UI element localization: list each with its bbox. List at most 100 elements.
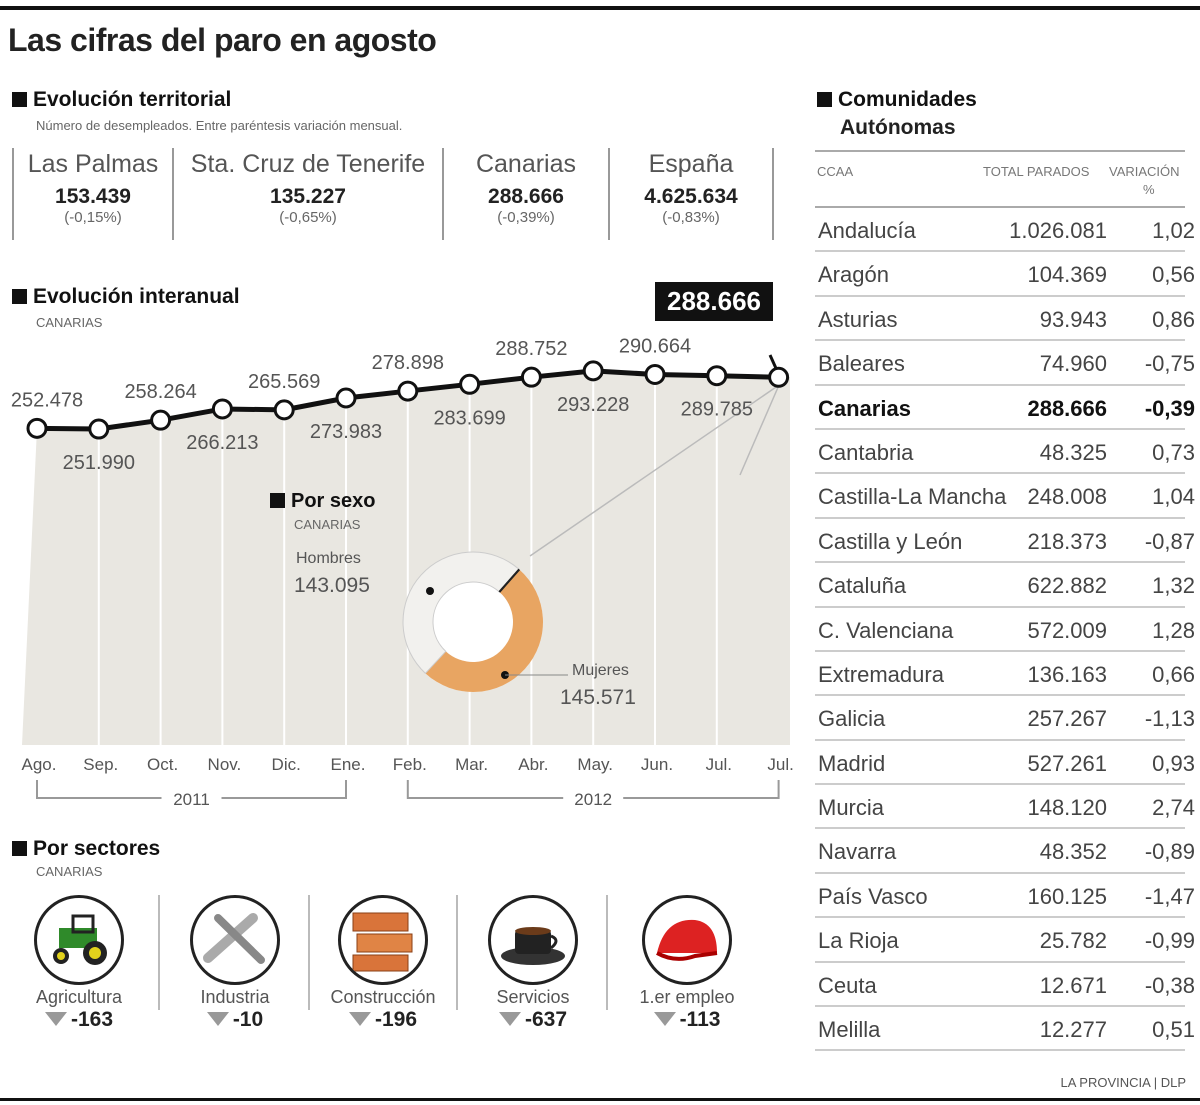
x-tick-label: Jun. <box>641 755 673 774</box>
table-row: Andalucía 1.026.081 1,02 <box>815 208 1195 253</box>
line-chart: 252.478 Ago. 251.990 Sep. 258.264 Oct. 266.213… <box>11 335 794 809</box>
table-row: Extremadura 136.163 0,66 <box>815 652 1195 697</box>
data-point <box>88 418 110 440</box>
data-label: 289.785 <box>681 399 753 421</box>
year-label: 2012 <box>574 790 612 809</box>
table-row: La Rioja 25.782 -0,99 <box>815 918 1195 963</box>
territory-las-palmas: Las Palmas 153.439 (-0,15%) <box>12 148 172 240</box>
table-row: Cantabria 48.325 0,73 <box>815 430 1195 475</box>
zoom-line <box>529 384 780 557</box>
table-row: Navarra 48.352 -0,89 <box>815 829 1195 874</box>
sector-agricultura: Agricultura -163 <box>14 895 144 1032</box>
down-arrow-icon <box>348 1012 371 1026</box>
table-row: Madrid 527.261 0,93 <box>815 741 1195 786</box>
down-arrow-icon <box>206 1012 229 1026</box>
data-point <box>150 409 172 431</box>
ccaa-table: CCAA TOTAL PARADOS VARIACIÓN % Andalucía… <box>815 150 1195 1052</box>
sector-servicios: Servicios -637 <box>468 895 598 1032</box>
territorial-heading: Evolución territorial <box>12 88 231 112</box>
hombres-label: Hombres <box>296 550 361 567</box>
x-tick-label: Ene. <box>331 755 366 774</box>
hombres-marker <box>426 587 434 595</box>
data-point <box>459 373 481 395</box>
table-header: CCAA TOTAL PARADOS VARIACIÓN % <box>815 150 1185 208</box>
data-point <box>397 380 419 402</box>
mujeres-label: Mujeres <box>572 662 629 679</box>
hombres-value: 143.095 <box>294 574 370 597</box>
x-tick-label: Ago. <box>22 755 57 774</box>
table-row: Asturias 93.943 0,86 <box>815 297 1195 342</box>
zoom-line <box>739 384 780 476</box>
table-row: Castilla y León 218.373 -0,87 <box>815 519 1195 564</box>
sectores-subtitle: CANARIAS <box>36 864 103 879</box>
territory-tenerife: Sta. Cruz de Tenerife 135.227 (-0,65%) <box>172 148 442 240</box>
data-label: 258.264 <box>124 381 196 403</box>
table-row: País Vasco 160.125 -1,47 <box>815 874 1195 919</box>
x-tick-label: Oct. <box>147 755 178 774</box>
data-label: 251.990 <box>63 452 135 474</box>
data-point <box>768 366 790 388</box>
page-title: Las cifras del paro en agosto <box>8 22 437 58</box>
table-row: Galicia 257.267 -1,13 <box>815 696 1195 741</box>
data-label: 283.699 <box>433 407 505 429</box>
x-tick-label: Nov. <box>208 755 242 774</box>
down-arrow-icon <box>653 1012 676 1026</box>
data-point <box>273 399 295 421</box>
ccaa-heading-2: Autónomas <box>840 116 956 139</box>
interanual-subtitle: CANARIAS <box>36 315 103 330</box>
data-point <box>644 363 666 385</box>
data-label: 278.898 <box>372 352 444 374</box>
credit: LA PROVINCIA | DLP <box>1060 1075 1186 1090</box>
data-point <box>706 365 728 387</box>
x-tick-label: Abr. <box>518 755 548 774</box>
data-point <box>211 398 233 420</box>
data-label: 293.228 <box>557 394 629 416</box>
cap-icon <box>642 895 732 985</box>
data-label: 252.478 <box>11 389 83 411</box>
slice-hombres <box>402 551 520 675</box>
x-tick-label: Jul. <box>767 755 793 774</box>
data-point <box>582 360 604 382</box>
sectores-heading: Por sectores <box>12 837 160 861</box>
sector-primer-empleo: 1.er empleo -113 <box>622 895 752 1032</box>
interanual-heading: Evolución interanual <box>12 285 240 309</box>
x-tick-label: May. <box>577 755 613 774</box>
down-arrow-icon <box>498 1012 521 1026</box>
x-tick-label: Mar. <box>455 755 488 774</box>
slice-mujeres <box>425 569 543 692</box>
top-rule <box>0 6 1200 10</box>
territory-espana: España 4.625.634 (-0,83%) <box>608 148 774 240</box>
table-row: Baleares 74.960 -0,75 <box>815 341 1195 386</box>
x-tick-label: Jul. <box>706 755 732 774</box>
sector-construccion: Construcción -196 <box>318 895 448 1032</box>
x-tick-label: Feb. <box>393 755 427 774</box>
data-label: 290.664 <box>619 335 691 357</box>
bottom-rule <box>0 1098 1200 1101</box>
year-label: 2011 <box>173 790 210 809</box>
table-row: Canarias 288.666 -0,39 <box>815 386 1195 430</box>
x-tick-label: Dic. <box>272 755 301 774</box>
chart-area <box>22 370 790 745</box>
year-bracket <box>36 780 347 799</box>
data-label: 266.213 <box>186 432 258 454</box>
sexo-subtitle: CANARIAS <box>294 517 361 532</box>
x-tick-label: Sep. <box>83 755 118 774</box>
data-point <box>26 417 48 439</box>
table-row: Ceuta 12.671 -0,38 <box>815 963 1195 1008</box>
table-row: C. Valenciana 572.009 1,28 <box>815 608 1195 652</box>
sexo-heading: Por sexo <box>270 490 375 513</box>
data-label: 265.569 <box>248 371 320 393</box>
tractor-icon <box>34 895 124 985</box>
table-row: Aragón 104.369 0,56 <box>815 252 1195 297</box>
wrench-icon <box>190 895 280 985</box>
table-row: Castilla-La Mancha 248.008 1,04 <box>815 474 1195 519</box>
data-point <box>520 366 542 388</box>
slice-divider <box>498 568 520 593</box>
data-label: 273.983 <box>310 421 382 443</box>
mujeres-value: 145.571 <box>560 686 636 709</box>
year-bracket <box>406 780 780 799</box>
down-arrow-icon <box>44 1012 67 1026</box>
territory-canarias: Canarias 288.666 (-0,39%) <box>442 148 608 240</box>
table-row: Murcia 148.120 2,74 <box>815 785 1195 830</box>
table-row: Cataluña 622.882 1,32 <box>815 563 1195 608</box>
